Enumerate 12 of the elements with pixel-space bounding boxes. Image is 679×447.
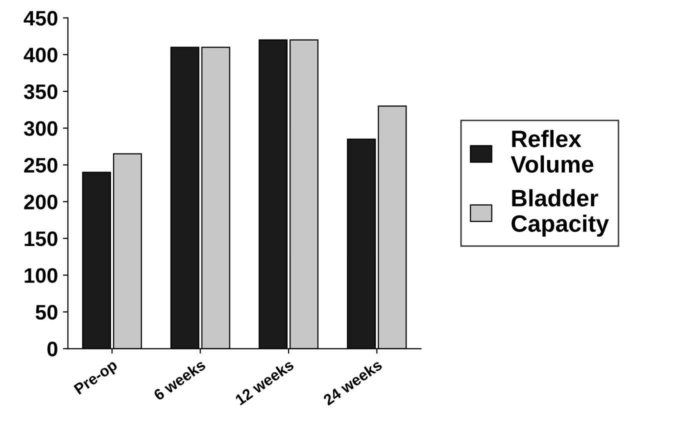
y-tick-label: 400 bbox=[24, 48, 58, 62]
y-tick-label: 150 bbox=[24, 231, 58, 246]
y-tick-label: 50 bbox=[36, 304, 58, 320]
y-tick-label: 300 bbox=[24, 121, 58, 136]
y-tick-label: 0 bbox=[47, 342, 58, 356]
y-tick-label: 100 bbox=[24, 268, 58, 283]
legend-label: Bladder Capacity bbox=[512, 189, 609, 237]
y-tick-label: 200 bbox=[24, 194, 58, 210]
y-tick-label: 450 bbox=[24, 10, 58, 26]
y-tick-label: 250 bbox=[24, 158, 58, 173]
legend-label: Reflex Volume bbox=[510, 130, 594, 173]
y-tick-label: 350 bbox=[24, 84, 58, 100]
